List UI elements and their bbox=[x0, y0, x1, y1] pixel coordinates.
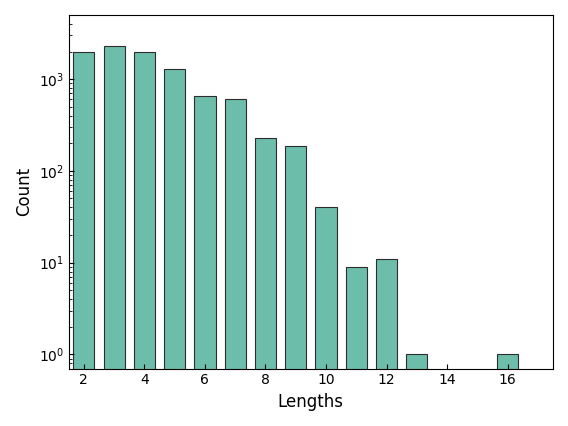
Bar bbox=[73, 52, 94, 426]
Bar bbox=[497, 354, 518, 426]
Bar bbox=[164, 69, 185, 426]
Bar bbox=[103, 46, 125, 426]
X-axis label: Lengths: Lengths bbox=[278, 393, 344, 411]
Bar bbox=[376, 259, 397, 426]
Bar bbox=[194, 96, 215, 426]
Bar bbox=[285, 147, 306, 426]
Bar bbox=[315, 207, 337, 426]
Bar bbox=[406, 354, 427, 426]
Bar bbox=[255, 138, 276, 426]
Bar bbox=[224, 100, 246, 426]
Bar bbox=[346, 267, 367, 426]
Bar bbox=[134, 52, 155, 426]
Y-axis label: Count: Count bbox=[15, 167, 33, 216]
